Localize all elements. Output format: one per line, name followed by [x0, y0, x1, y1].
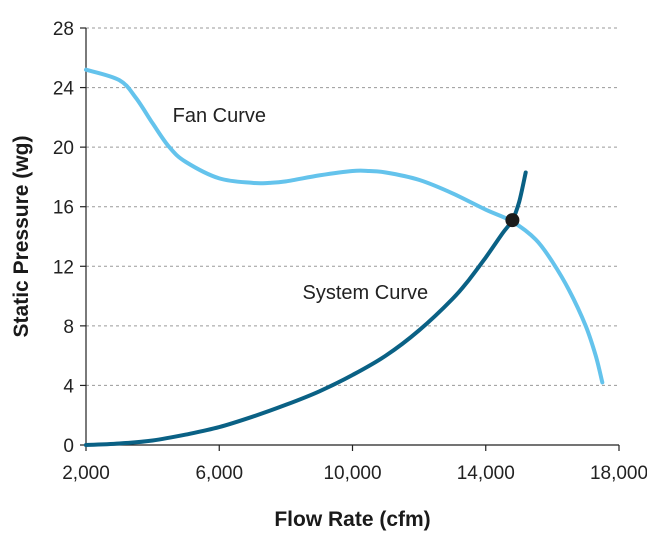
- x-tick-label-3: 14,000: [457, 463, 515, 484]
- curve-annotations: Fan Curve System Curve: [173, 105, 429, 304]
- x-axis-title: Flow Rate (cfm): [274, 508, 430, 531]
- axes: [85, 28, 619, 446]
- x-tick-label-4: 18,000: [590, 463, 647, 484]
- system-curve-line: [84, 170, 528, 447]
- y-tick-label-4: 16: [53, 198, 74, 219]
- y-tick-label-3: 12: [53, 257, 74, 278]
- y-tick-label-2: 8: [63, 317, 74, 338]
- series-lines: [84, 67, 605, 447]
- y-tick-label-5: 20: [53, 138, 74, 159]
- fan-curve-line: [84, 67, 605, 385]
- y-tick-label-6: 24: [53, 79, 75, 100]
- operating-point: [505, 213, 520, 228]
- gridlines: [86, 27, 619, 386]
- y-tick-label-0: 0: [63, 436, 74, 457]
- x-tick-labels: 2,000 6,000 10,000 14,000 18,000: [62, 445, 647, 484]
- system-curve-label: System Curve: [303, 282, 429, 304]
- y-tick-label-1: 4: [63, 376, 74, 397]
- x-tick-label-1: 6,000: [195, 463, 243, 484]
- operating-point-group: [505, 213, 520, 228]
- y-axis-title: Static Pressure (wg): [10, 136, 33, 338]
- x-tick-label-2: 10,000: [323, 463, 381, 484]
- y-tick-label-7: 28: [53, 19, 74, 40]
- x-tick-label-0: 2,000: [62, 463, 110, 484]
- fan-curve-label: Fan Curve: [173, 105, 266, 127]
- y-tick-labels: 0 4 8 12 16 20 24 28: [53, 19, 86, 457]
